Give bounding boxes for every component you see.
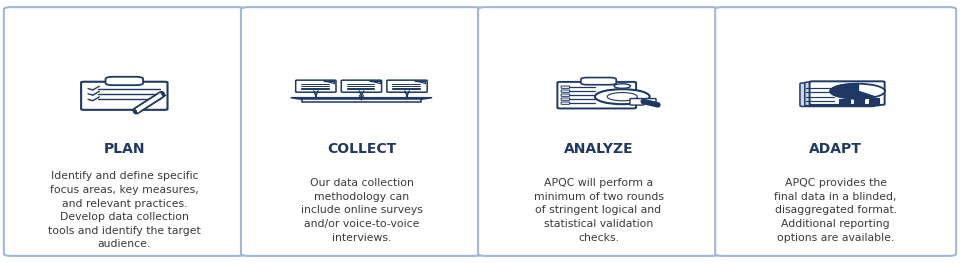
Polygon shape (301, 99, 421, 102)
Bar (869, 98, 878, 105)
FancyBboxPatch shape (644, 99, 656, 104)
Wedge shape (830, 84, 876, 99)
Bar (839, 99, 850, 105)
FancyBboxPatch shape (4, 7, 245, 256)
Text: Our data collection
methodology can
include online surveys
and/or voice-to-voice: Our data collection methodology can incl… (300, 178, 422, 242)
Text: APQC will perform a
minimum of two rounds
of stringent logical and
statistical v: APQC will perform a minimum of two round… (534, 178, 663, 242)
Text: Identify and define specific
focus areas, key measures,
and relevant practices.
: Identify and define specific focus areas… (48, 171, 201, 249)
FancyBboxPatch shape (387, 80, 427, 92)
FancyBboxPatch shape (478, 7, 719, 256)
FancyBboxPatch shape (241, 7, 482, 256)
Text: PLAN: PLAN (104, 141, 145, 156)
FancyBboxPatch shape (715, 7, 956, 256)
Circle shape (830, 84, 885, 99)
FancyBboxPatch shape (81, 82, 167, 110)
FancyBboxPatch shape (800, 83, 876, 107)
Circle shape (614, 84, 631, 88)
Circle shape (595, 89, 650, 104)
FancyBboxPatch shape (809, 81, 885, 105)
FancyBboxPatch shape (581, 78, 616, 85)
FancyBboxPatch shape (804, 82, 880, 106)
FancyBboxPatch shape (561, 94, 569, 96)
Text: COLLECT: COLLECT (326, 141, 396, 156)
FancyBboxPatch shape (106, 77, 143, 85)
FancyBboxPatch shape (630, 99, 644, 105)
FancyBboxPatch shape (296, 80, 336, 92)
FancyBboxPatch shape (561, 86, 569, 88)
Text: ANALYZE: ANALYZE (564, 141, 634, 156)
Polygon shape (291, 98, 432, 99)
Bar (854, 96, 864, 105)
Circle shape (608, 93, 637, 101)
FancyBboxPatch shape (561, 102, 569, 104)
Text: APQC provides the
final data in a blinded,
disaggregated format.
Additional repo: APQC provides the final data in a blinde… (775, 178, 897, 242)
FancyBboxPatch shape (561, 98, 569, 100)
FancyBboxPatch shape (558, 82, 636, 108)
Text: ADAPT: ADAPT (809, 141, 862, 156)
FancyBboxPatch shape (561, 90, 569, 92)
FancyBboxPatch shape (342, 80, 381, 92)
